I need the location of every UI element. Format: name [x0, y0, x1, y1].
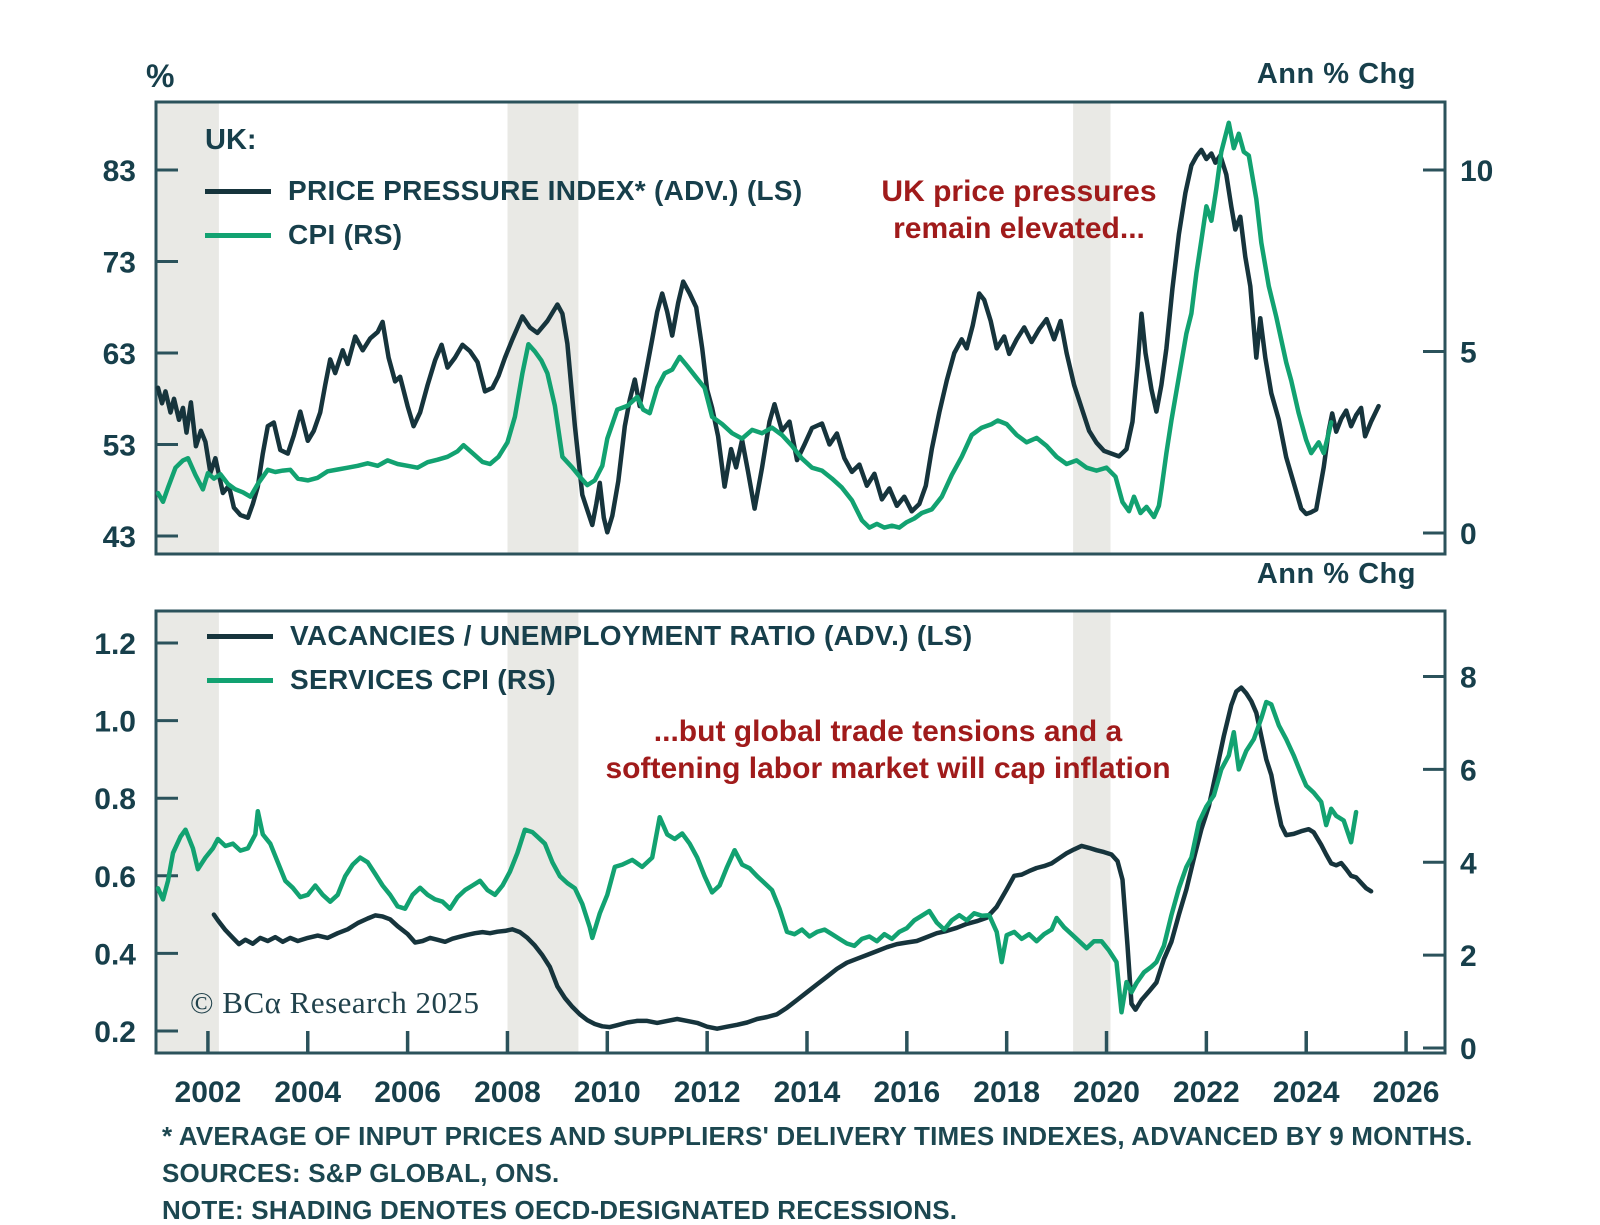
left-tick-label: 83 — [103, 155, 136, 188]
left-tick-label: 73 — [103, 247, 136, 280]
x-tick-label: 2016 — [873, 1076, 940, 1109]
footnote-line: SOURCES: S&P GLOBAL, ONS. — [162, 1158, 560, 1188]
x-tick-label: 2018 — [973, 1076, 1040, 1109]
footnote-line: NOTE: SHADING DENOTES OECD-DESIGNATED RE… — [162, 1195, 958, 1225]
left-tick-label: 43 — [103, 521, 136, 554]
left-tick-label: 1.0 — [94, 706, 136, 739]
left-tick-label: 1.2 — [94, 628, 136, 661]
legend-item-label: SERVICES CPI (RS) — [290, 664, 556, 695]
left-tick-label: 0.6 — [94, 861, 136, 894]
x-tick-label: 2002 — [175, 1076, 242, 1109]
green-line-swatch — [205, 232, 271, 238]
legend-item-cpi: CPI (RS) — [205, 213, 803, 257]
series-navy-top — [155, 147, 1381, 535]
series-green-top — [155, 120, 1334, 530]
recession-band — [1073, 611, 1111, 1053]
legend-item-services-cpi: SERVICES CPI (RS) — [207, 658, 973, 702]
legend-item-vacancies-unemployment: VACANCIES / UNEMPLOYMENT RATIO (ADV.) (L… — [207, 614, 973, 658]
navy-line-swatch — [207, 633, 273, 639]
legend-item-price-pressure-index: PRICE PRESSURE INDEX* (ADV.) (LS) — [205, 169, 803, 213]
left-tick-label: 0.4 — [94, 938, 136, 971]
left-tick-label: 0.8 — [94, 783, 136, 816]
left-tick-label: 53 — [103, 430, 136, 463]
right-tick-label: 4 — [1460, 847, 1477, 880]
right-tick-label: 8 — [1460, 662, 1477, 695]
legend-item-label: CPI (RS) — [288, 219, 403, 250]
footnote-line: * AVERAGE OF INPUT PRICES AND SUPPLIERS'… — [162, 1121, 1473, 1151]
right-tick-label: 2 — [1460, 940, 1477, 973]
footnotes: * AVERAGE OF INPUT PRICES AND SUPPLIERS'… — [162, 1118, 1473, 1225]
x-tick-label: 2004 — [274, 1076, 341, 1109]
x-tick-label: 2008 — [474, 1076, 541, 1109]
right-tick-label: 6 — [1460, 754, 1477, 787]
bottom-right-axis-unit: Ann % Chg — [1256, 558, 1416, 590]
left-tick-label: 63 — [103, 338, 136, 371]
top-right-axis-unit: Ann % Chg — [1256, 58, 1416, 90]
annotation-bottom: ...but global trade tensions and a softe… — [605, 715, 1171, 785]
x-tick-label: 2022 — [1173, 1076, 1240, 1109]
navy-line-swatch — [205, 188, 271, 194]
right-tick-label: 0 — [1460, 1033, 1477, 1066]
green-line-swatch — [207, 677, 273, 683]
x-tick-label: 2024 — [1273, 1076, 1340, 1109]
panel-border-top — [154, 100, 1447, 556]
x-tick-label: 2014 — [774, 1076, 841, 1109]
recession-band — [1073, 102, 1111, 554]
recession-band — [507, 611, 579, 1053]
legend-top: UK: PRICE PRESSURE INDEX* (ADV.) (LS) CP… — [205, 124, 803, 257]
bca-watermark: © BCα Research 2025 — [190, 985, 480, 1020]
legend-item-label: PRICE PRESSURE INDEX* (ADV.) (LS) — [288, 175, 803, 206]
series-green-bottom — [155, 699, 1359, 1015]
legend-top-header: UK: — [205, 124, 257, 156]
panel-border-bottom — [154, 609, 1447, 1055]
legend-item-label: VACANCIES / UNEMPLOYMENT RATIO (ADV.) (L… — [290, 620, 973, 651]
right-tick-label: 0 — [1460, 518, 1477, 551]
top-left-axis-unit: % — [146, 58, 175, 94]
right-tick-label: 5 — [1460, 337, 1477, 370]
x-tick-label: 2006 — [374, 1076, 441, 1109]
x-tick-label: 2010 — [574, 1076, 641, 1109]
x-tick-label: 2026 — [1373, 1076, 1440, 1109]
x-tick-label: 2020 — [1073, 1076, 1140, 1109]
right-tick-label: 10 — [1460, 155, 1493, 188]
legend-bottom: VACANCIES / UNEMPLOYMENT RATIO (ADV.) (L… — [207, 614, 973, 702]
series-navy-bottom — [211, 685, 1374, 1031]
annotation-top: UK price pressures remain elevated... — [881, 175, 1157, 245]
left-tick-label: 0.2 — [94, 1016, 136, 1049]
x-tick-label: 2012 — [674, 1076, 741, 1109]
